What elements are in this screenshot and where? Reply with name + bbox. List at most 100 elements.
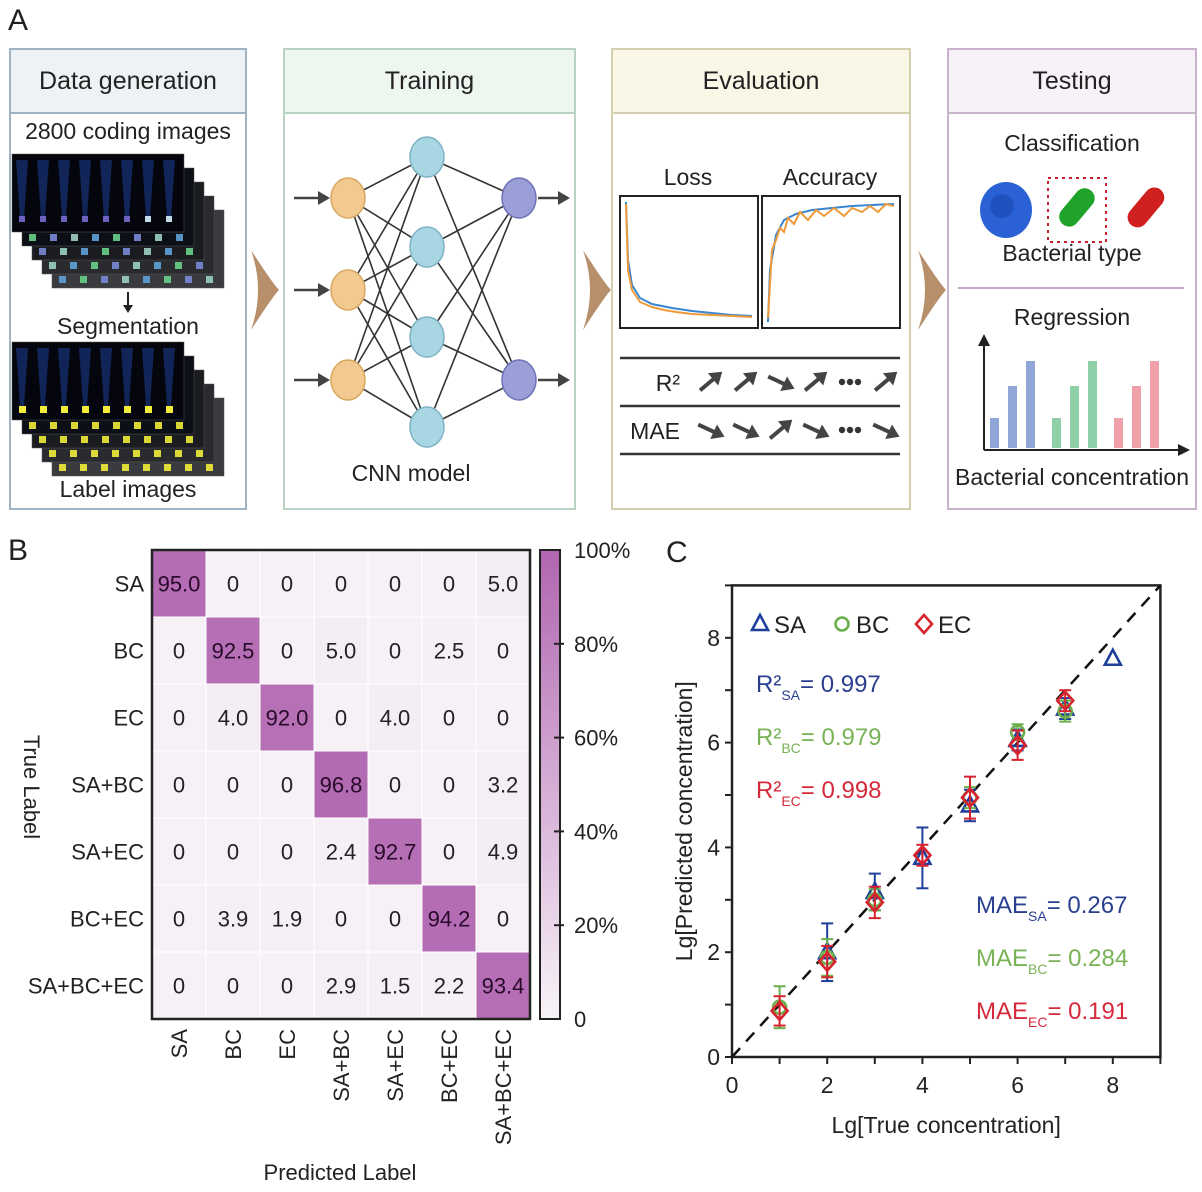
- tube-icon: [58, 348, 70, 406]
- cell-value: 93.4: [482, 974, 525, 999]
- spot: [176, 234, 183, 241]
- red-bacillus-icon: [1127, 187, 1165, 228]
- panel-c-label: C: [666, 536, 688, 569]
- cell-value: 3.2: [488, 773, 519, 798]
- cell-value: 95.0: [158, 572, 201, 597]
- spot: [49, 262, 56, 269]
- spot: [133, 262, 140, 269]
- ellipsis-dot: [846, 378, 854, 386]
- heatmap-cell: [205, 683, 261, 752]
- legend-label: EC: [938, 612, 971, 639]
- spot: [165, 248, 172, 255]
- ellipsis-dot: [846, 426, 854, 434]
- spot: [176, 422, 183, 429]
- stage-title: Data generation: [11, 50, 245, 114]
- spot: [143, 464, 150, 471]
- spot: [185, 276, 192, 283]
- spot: [155, 422, 162, 429]
- spot: [50, 234, 57, 241]
- segmented-spot: [145, 406, 152, 413]
- series-ec: [769, 689, 1075, 1027]
- trend-down-arrow-icon: [767, 374, 795, 391]
- heatmap-cell: [151, 616, 207, 685]
- segmented-spot: [40, 406, 47, 413]
- cell-value: 4.9: [488, 840, 519, 865]
- input-node: [330, 359, 366, 401]
- confusion-matrix: 95.0 0 0 0 0 0 5.0 0 92.5 0 5.0 0 2.5 0 0 4.0 92.0 0 4.0 0 0…: [19, 538, 630, 1185]
- spot: [123, 436, 130, 443]
- regression-scatter-plot: 0 2 4 6 8 0 2 4 6 8 Lg[True concentration] Lg[Predi…: [671, 584, 1162, 1138]
- diamond-marker: [865, 891, 885, 914]
- colorbar-tick-label: 0: [574, 1007, 586, 1032]
- spot: [39, 248, 46, 255]
- spot: [101, 464, 108, 471]
- column-label: SA+EC: [383, 1029, 408, 1102]
- spot: [175, 450, 182, 457]
- column-label: BC+EC: [437, 1029, 462, 1103]
- segmented-spot: [124, 406, 131, 413]
- tube-tip: [124, 216, 130, 222]
- stage-title: Evaluation: [613, 50, 909, 114]
- spot: [91, 262, 98, 269]
- mae-label: MAE: [630, 418, 680, 444]
- coding-images-stack: [11, 153, 225, 289]
- x-axis-label: Predicted Label: [264, 1160, 417, 1185]
- output-node: [501, 177, 537, 219]
- regression-bar: [1132, 386, 1141, 448]
- cell-value: 5.0: [488, 572, 519, 597]
- spot: [102, 436, 109, 443]
- x-axis-label: Lg[True concentration]: [832, 1112, 1061, 1138]
- stage-title: Testing: [949, 50, 1195, 114]
- regression-bar: [990, 418, 999, 448]
- cell-value: 0: [497, 706, 509, 731]
- heatmap-cell: [367, 549, 423, 618]
- metric-trend-rows: [697, 371, 900, 440]
- column-label: SA+BC: [329, 1029, 354, 1102]
- panel-a-label: A: [8, 4, 29, 37]
- trend-up-arrow-icon: [768, 419, 793, 440]
- heatmap-cell: [151, 817, 207, 886]
- cnn-network-diagram: [294, 136, 570, 448]
- heatmap-cell: [475, 750, 531, 819]
- spot: [29, 422, 36, 429]
- accuracy-curve-blue: [767, 203, 895, 323]
- heatmap-cell: [367, 616, 423, 685]
- spot: [206, 276, 213, 283]
- regression-bar: [1088, 361, 1097, 448]
- colorbar-tick-label: 80%: [574, 632, 618, 657]
- regression-label: Regression: [1013, 304, 1131, 330]
- ellipsis-dot: [838, 378, 846, 386]
- selection-box: [1047, 177, 1107, 243]
- blue-coccus-icon: [980, 182, 1032, 238]
- spot: [113, 234, 120, 241]
- heatmap-cell: [205, 951, 261, 1020]
- heatmap-cell: [475, 951, 531, 1020]
- cell-value: 2.5: [434, 639, 465, 664]
- spot: [112, 262, 119, 269]
- spot: [165, 436, 172, 443]
- cell-value: 0: [389, 773, 401, 798]
- mae-annotation: MAEEC= 0.191: [976, 998, 1128, 1030]
- trend-up-arrow-icon: [733, 371, 758, 392]
- cell-value: 2.4: [326, 840, 357, 865]
- image-stacks: [11, 153, 225, 477]
- cell-value: 94.2: [428, 907, 471, 932]
- testing-graphics: [958, 177, 1190, 456]
- segmentation-arrow-icon: [123, 292, 133, 313]
- cell-value: 0: [281, 974, 293, 999]
- cell-value: 0: [389, 639, 401, 664]
- spot: [206, 464, 213, 471]
- label-images-label: Label images: [59, 476, 197, 502]
- tube-icon: [100, 348, 112, 406]
- trend-down-arrow-icon: [802, 422, 830, 439]
- diamond-marker: [1007, 734, 1028, 757]
- heatmap-cell: [421, 683, 477, 752]
- error-bar: [964, 775, 976, 820]
- spot: [123, 248, 130, 255]
- loss-label: Loss: [663, 164, 713, 190]
- spot: [59, 276, 66, 283]
- spot: [154, 262, 161, 269]
- spot: [113, 422, 120, 429]
- cell-value: 0: [227, 773, 239, 798]
- legend: SA BC EC: [749, 612, 971, 639]
